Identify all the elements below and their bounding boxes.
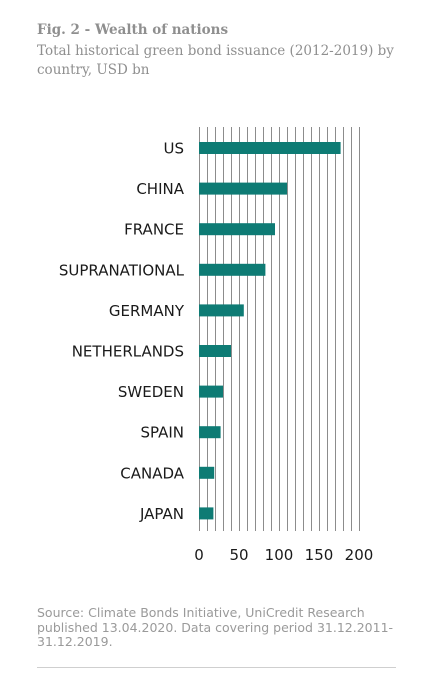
bar-netherlands	[199, 345, 231, 357]
category-label: NETHERLANDS	[72, 343, 184, 361]
bar-france	[199, 223, 275, 236]
bar-spain	[199, 426, 221, 439]
source-note: Source: Climate Bonds Initiative, UniCre…	[37, 605, 394, 649]
bar-us	[199, 142, 341, 154]
category-label: SPAIN	[140, 424, 184, 442]
category-label: US	[163, 140, 184, 158]
bar-japan	[199, 507, 214, 520]
chart-subtitle: Total historical green bond issuance (20…	[37, 43, 394, 78]
bar-germany	[199, 304, 244, 317]
category-labels: US CHINA FRANCE SUPRANATIONAL GERMANY NETHERL…	[59, 140, 185, 523]
bar-canada	[199, 466, 215, 479]
category-label: JAPAN	[139, 505, 184, 523]
footer-divider	[37, 667, 396, 668]
bar-sweden	[199, 385, 223, 398]
bar-supranational	[199, 263, 266, 276]
x-tick-label: 0	[194, 546, 204, 564]
bar-china	[199, 182, 287, 195]
x-tick-label: 50	[229, 546, 248, 564]
x-tick-label: 100	[265, 546, 294, 564]
category-label: CHINA	[136, 180, 184, 198]
category-label: GERMANY	[109, 302, 185, 320]
figure-label: Fig. 2 - Wealth of nations	[37, 22, 229, 38]
bar-chart: US CHINA FRANCE SUPRANATIONAL GERMANY NETHERL…	[59, 127, 373, 564]
x-tick-label: 150	[305, 546, 334, 564]
category-label: SUPRANATIONAL	[59, 261, 185, 279]
x-tick-label: 200	[345, 546, 374, 564]
x-tick-labels: 0 50 100 150 200	[194, 546, 373, 564]
bars	[199, 142, 341, 520]
category-label: SWEDEN	[118, 383, 184, 401]
category-label: CANADA	[120, 464, 185, 482]
category-label: FRANCE	[124, 221, 184, 239]
